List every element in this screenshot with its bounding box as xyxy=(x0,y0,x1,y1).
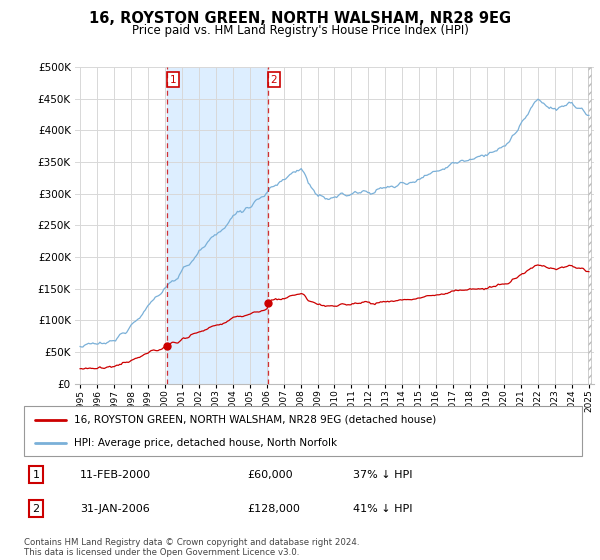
Text: 11-FEB-2000: 11-FEB-2000 xyxy=(80,470,151,479)
Text: Price paid vs. HM Land Registry's House Price Index (HPI): Price paid vs. HM Land Registry's House … xyxy=(131,24,469,36)
Text: 2: 2 xyxy=(32,504,40,514)
Bar xyxy=(167,67,268,384)
Text: Contains HM Land Registry data © Crown copyright and database right 2024.
This d: Contains HM Land Registry data © Crown c… xyxy=(24,538,359,557)
Text: HPI: Average price, detached house, North Norfolk: HPI: Average price, detached house, Nort… xyxy=(74,438,337,448)
FancyBboxPatch shape xyxy=(24,406,582,456)
Text: 16, ROYSTON GREEN, NORTH WALSHAM, NR28 9EG: 16, ROYSTON GREEN, NORTH WALSHAM, NR28 9… xyxy=(89,11,511,26)
Text: 41% ↓ HPI: 41% ↓ HPI xyxy=(353,504,413,514)
Text: 37% ↓ HPI: 37% ↓ HPI xyxy=(353,470,413,479)
Text: 1: 1 xyxy=(169,75,176,85)
Text: £60,000: £60,000 xyxy=(247,470,293,479)
Text: 16, ROYSTON GREEN, NORTH WALSHAM, NR28 9EG (detached house): 16, ROYSTON GREEN, NORTH WALSHAM, NR28 9… xyxy=(74,414,436,424)
Text: 2: 2 xyxy=(271,75,277,85)
Text: £128,000: £128,000 xyxy=(247,504,300,514)
Text: 1: 1 xyxy=(32,470,40,479)
Text: 31-JAN-2006: 31-JAN-2006 xyxy=(80,504,149,514)
